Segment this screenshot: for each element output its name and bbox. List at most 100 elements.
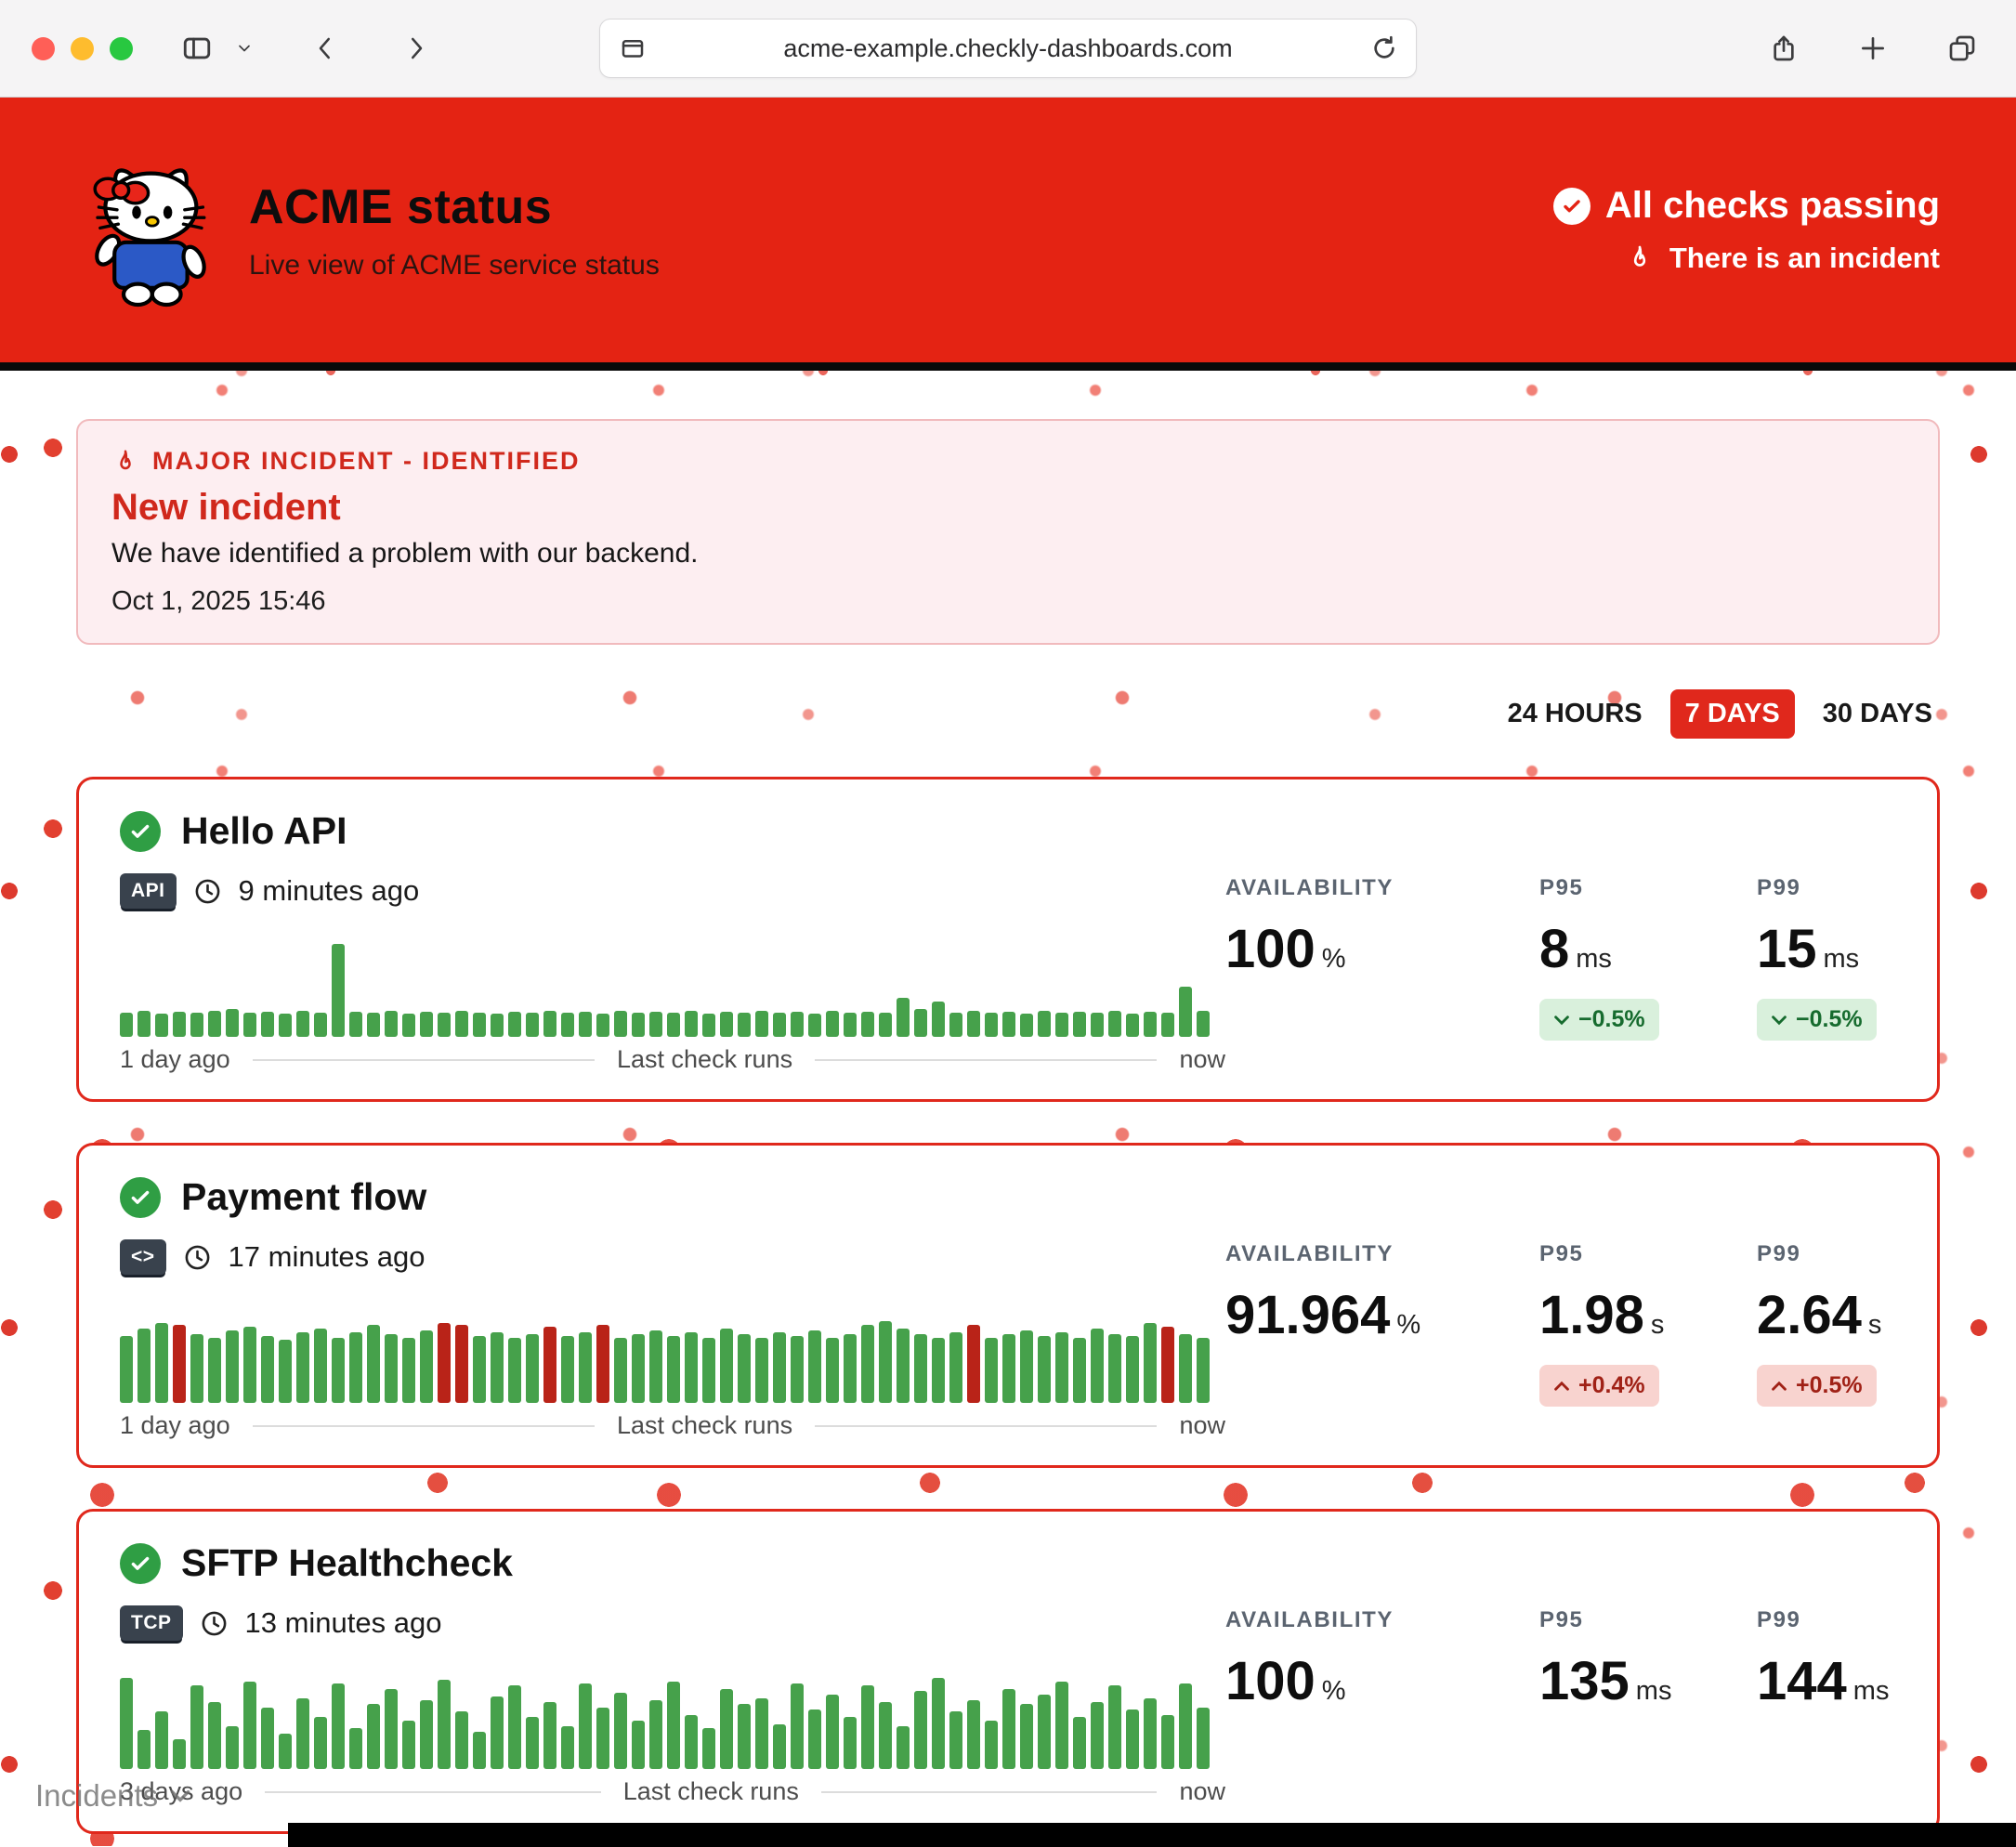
check-run-bar[interactable] xyxy=(208,1011,221,1037)
check-run-bar[interactable] xyxy=(985,1013,998,1037)
check-run-bar[interactable] xyxy=(332,1683,345,1769)
check-run-bar[interactable] xyxy=(985,1721,998,1769)
check-run-bar[interactable] xyxy=(385,1334,398,1403)
check-run-bar[interactable] xyxy=(949,1332,962,1403)
check-run-bar[interactable] xyxy=(897,1726,910,1769)
tab-overview-button[interactable] xyxy=(1940,26,1984,71)
check-run-bar[interactable] xyxy=(1126,1709,1139,1769)
check-run-bar[interactable] xyxy=(1055,1013,1068,1037)
check-run-bar[interactable] xyxy=(491,1014,504,1037)
check-run-bar[interactable] xyxy=(402,1014,415,1037)
check-run-bar[interactable] xyxy=(861,1685,874,1769)
check-run-bar[interactable] xyxy=(685,1011,698,1037)
check-run-bar[interactable] xyxy=(861,1325,874,1403)
check-run-bar[interactable] xyxy=(438,1680,451,1769)
check-run-bar[interactable] xyxy=(1161,1715,1174,1769)
check-run-bar[interactable] xyxy=(808,1709,821,1769)
check-run-bar[interactable] xyxy=(879,1321,892,1403)
check-run-bar[interactable] xyxy=(1038,1336,1051,1403)
check-run-bar[interactable] xyxy=(844,1334,857,1403)
check-run-bar[interactable] xyxy=(1126,1336,1139,1403)
check-run-bar[interactable] xyxy=(1179,1334,1192,1403)
check-run-bar[interactable] xyxy=(296,1011,309,1037)
back-button[interactable] xyxy=(304,27,347,70)
check-run-bar[interactable] xyxy=(720,1689,733,1769)
check-run-bar[interactable] xyxy=(967,1325,980,1403)
check-run-bar[interactable] xyxy=(738,1334,751,1403)
check-run-bar[interactable] xyxy=(208,1702,221,1769)
check-run-bar[interactable] xyxy=(261,1336,274,1403)
check-run-bar[interactable] xyxy=(685,1332,698,1403)
check-run-bar[interactable] xyxy=(667,1013,680,1037)
sidebar-menu-chevron[interactable] xyxy=(228,32,261,65)
check-card-payment-flow[interactable]: Payment flow <> 17 minutes ago 1 day ago… xyxy=(76,1143,1940,1468)
check-run-bar[interactable] xyxy=(1197,1011,1210,1037)
check-run-bar[interactable] xyxy=(720,1012,733,1037)
check-run-bar[interactable] xyxy=(155,1711,168,1769)
check-run-bar[interactable] xyxy=(667,1682,680,1769)
check-run-bar[interactable] xyxy=(120,1336,133,1403)
check-run-bar[interactable] xyxy=(279,1734,292,1769)
check-run-bar[interactable] xyxy=(932,1338,945,1403)
check-run-bar[interactable] xyxy=(632,1334,645,1403)
check-run-bar[interactable] xyxy=(967,1011,980,1037)
check-run-bar[interactable] xyxy=(367,1704,380,1769)
share-button[interactable] xyxy=(1761,26,1806,71)
check-run-bar[interactable] xyxy=(402,1338,415,1403)
check-run-bar[interactable] xyxy=(685,1715,698,1769)
check-run-bar[interactable] xyxy=(1144,1012,1157,1037)
check-run-bar[interactable] xyxy=(1179,1683,1192,1769)
check-run-bar[interactable] xyxy=(844,1013,857,1037)
check-run-bar[interactable] xyxy=(879,1013,892,1037)
check-run-bar[interactable] xyxy=(755,1338,768,1403)
check-run-bar[interactable] xyxy=(526,1013,539,1037)
check-run-bar[interactable] xyxy=(438,1323,451,1403)
check-run-bar[interactable] xyxy=(632,1013,645,1037)
check-run-bar[interactable] xyxy=(243,1327,256,1403)
check-run-bar[interactable] xyxy=(438,1013,451,1037)
check-run-bar[interactable] xyxy=(349,1728,362,1769)
range-24-hours[interactable]: 24 HOURS xyxy=(1507,698,1643,728)
check-run-bar[interactable] xyxy=(720,1329,733,1403)
check-run-bar[interactable] xyxy=(791,1012,804,1037)
check-run-bar[interactable] xyxy=(314,1013,327,1037)
check-run-bar[interactable] xyxy=(1108,1334,1121,1403)
check-run-bar[interactable] xyxy=(1197,1708,1210,1769)
check-card-sftp-healthcheck[interactable]: SFTP Healthcheck TCP 13 minutes ago 3 da… xyxy=(76,1509,1940,1834)
check-run-bar[interactable] xyxy=(861,1012,874,1037)
check-run-bar[interactable] xyxy=(791,1683,804,1769)
check-run-bar[interactable] xyxy=(226,1726,239,1769)
check-run-bar[interactable] xyxy=(649,1700,662,1769)
check-run-bar[interactable] xyxy=(561,1726,574,1769)
new-tab-button[interactable] xyxy=(1851,26,1895,71)
check-run-bar[interactable] xyxy=(1091,1013,1104,1037)
close-window-button[interactable] xyxy=(32,36,55,60)
range-30-days[interactable]: 30 DAYS xyxy=(1822,698,1932,728)
check-run-bar[interactable] xyxy=(1144,1323,1157,1403)
check-run-bar[interactable] xyxy=(1108,1011,1121,1037)
check-run-bar[interactable] xyxy=(791,1336,804,1403)
check-run-bar[interactable] xyxy=(1002,1012,1015,1037)
check-run-bar[interactable] xyxy=(1038,1011,1051,1037)
check-run-bar[interactable] xyxy=(190,1013,203,1037)
check-run-bar[interactable] xyxy=(773,1332,786,1403)
check-run-bar[interactable] xyxy=(897,998,910,1037)
check-run-bar[interactable] xyxy=(508,1338,521,1403)
check-run-bar[interactable] xyxy=(455,1711,468,1769)
check-run-bar[interactable] xyxy=(1091,1702,1104,1769)
check-run-bar[interactable] xyxy=(1020,1704,1033,1769)
check-run-bar[interactable] xyxy=(667,1336,680,1403)
check-run-bar[interactable] xyxy=(1161,1013,1174,1037)
check-run-bar[interactable] xyxy=(932,1002,945,1037)
check-run-bar[interactable] xyxy=(773,1724,786,1769)
check-run-bar[interactable] xyxy=(137,1329,151,1403)
forward-button[interactable] xyxy=(395,27,438,70)
check-run-bar[interactable] xyxy=(420,1330,433,1403)
check-run-bar[interactable] xyxy=(614,1693,627,1769)
check-run-bar[interactable] xyxy=(826,1338,839,1403)
check-card-hello-api[interactable]: Hello API API 9 minutes ago 1 day ago La… xyxy=(76,777,1940,1102)
check-run-bar[interactable] xyxy=(949,1711,962,1769)
check-run-bar[interactable] xyxy=(596,1708,609,1769)
check-run-bar[interactable] xyxy=(561,1336,574,1403)
range-7-days[interactable]: 7 DAYS xyxy=(1669,688,1795,739)
